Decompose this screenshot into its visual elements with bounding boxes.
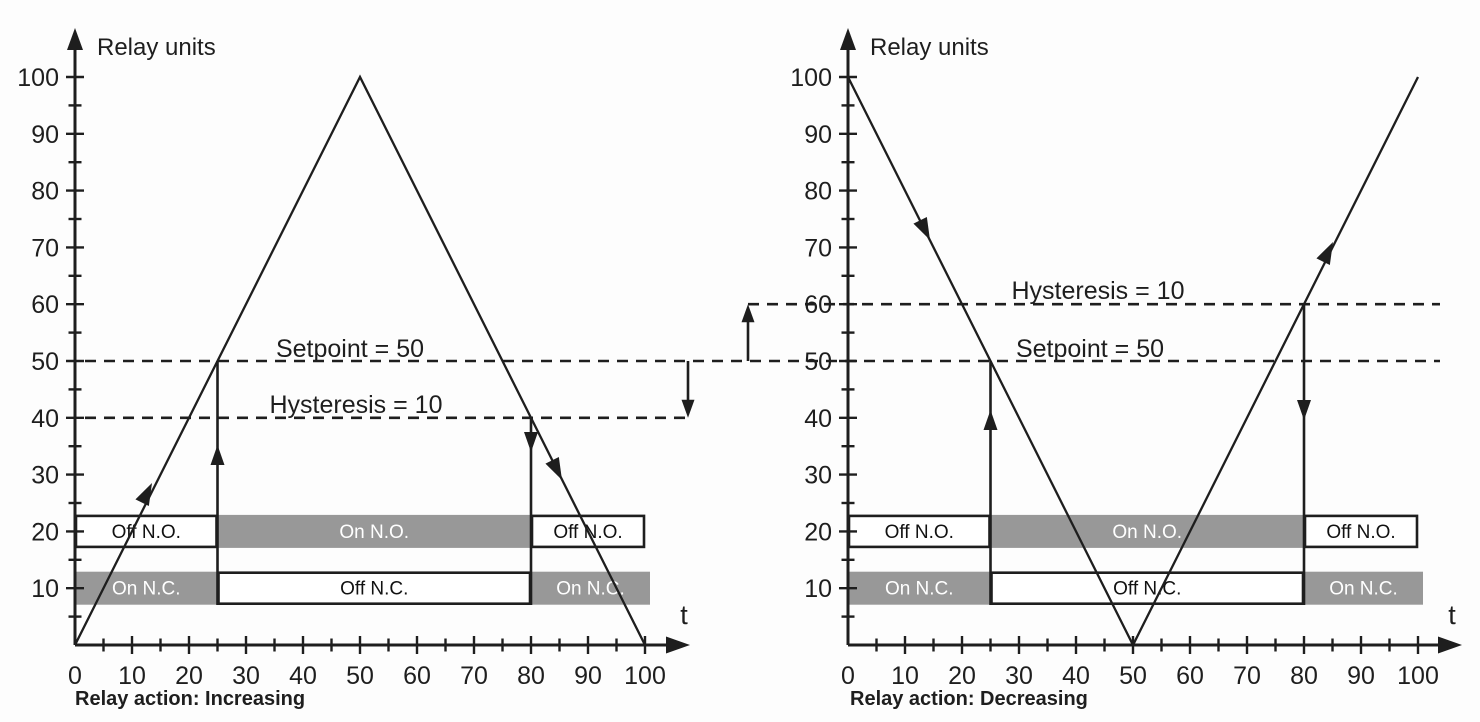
y-axis-title: Relay units: [97, 34, 216, 61]
x-tick-label: 50: [1119, 662, 1147, 690]
y-tick-label: 90: [31, 121, 59, 149]
signal-direction-arrow-icon: [1316, 242, 1333, 266]
y-tick-label: 40: [31, 405, 59, 433]
x-tick-label: 70: [1233, 662, 1261, 690]
signal-line: [846, 76, 1420, 648]
x-tick-label: 70: [460, 662, 488, 690]
relay-band-normally-closed: On N.C. Off N.C. On N.C.: [848, 571, 1423, 606]
x-axis-title: t: [1448, 600, 1456, 630]
x-tick-label: 40: [289, 662, 317, 690]
signal-direction-arrow-icon: [545, 456, 562, 480]
hysteresis-offset-arrows: [681, 304, 755, 418]
relay-band-normally-open: Off N.O. On N.O. Off N.O.: [74, 514, 646, 549]
x-tick-label: 80: [1290, 662, 1318, 690]
y-tick-label: 10: [804, 575, 832, 603]
right-chart: Off N.O. On N.O. Off N.O.On N.C. Off N.C. On…: [748, 28, 1462, 690]
x-axis-arrowhead-icon: [666, 636, 690, 654]
left-annotations: Setpoint = 50 Hysteresis = 10: [270, 335, 443, 419]
band-segment-label: On N.O.: [1112, 522, 1182, 543]
band-segment-on: [217, 514, 531, 548]
right-annotations: Setpoint = 50 Hysteresis = 10: [1012, 277, 1185, 363]
band-segment-on: [1304, 571, 1423, 605]
x-tick-label: 0: [68, 662, 82, 690]
setpoint-label: Setpoint = 50: [276, 335, 424, 363]
y-tick-label: 70: [31, 234, 59, 262]
y-tick-label: 100: [17, 64, 59, 92]
switch-up-arrow-icon: [210, 445, 225, 465]
hysteresis-label: Hysteresis = 10: [1012, 277, 1185, 305]
x-tick-label: 20: [948, 662, 976, 690]
x-axis-title: t: [680, 600, 688, 630]
left-chart-caption: Relay action: Increasing: [75, 688, 306, 710]
offset-up-arrow-icon: [741, 304, 755, 323]
y-tick-label: 70: [804, 234, 832, 262]
y-tick-label: 60: [31, 291, 59, 319]
y-tick-label: 80: [804, 178, 832, 206]
y-axis-arrowhead-icon: [67, 28, 83, 50]
band-segment-label: On N.O.: [339, 522, 409, 543]
band-segment-label: Off N.O.: [1326, 522, 1395, 543]
x-tick-label: 30: [1005, 662, 1033, 690]
y-axis-title: Relay units: [870, 34, 989, 61]
setpoint-label: Setpoint = 50: [1016, 335, 1164, 363]
x-tick-label: 60: [1176, 662, 1204, 690]
y-tick-label: 40: [804, 405, 832, 433]
x-tick-label: 0: [841, 662, 855, 690]
switch-up-arrow-icon: [983, 410, 998, 430]
x-tick-label: 20: [175, 662, 203, 690]
x-tick-label: 10: [891, 662, 919, 690]
offset-down-arrow-icon: [681, 399, 695, 418]
x-tick-label: 100: [1397, 662, 1439, 690]
switch-down-arrow-icon: [1297, 400, 1311, 420]
y-tick-label: 30: [31, 462, 59, 490]
x-tick-label: 90: [574, 662, 602, 690]
band-segment-label: Off N.C.: [340, 579, 408, 600]
signal-line: [73, 74, 647, 646]
y-tick-label: 20: [31, 518, 59, 546]
x-tick-label: 50: [346, 662, 374, 690]
band-segment-on: [531, 571, 650, 605]
hysteresis-label: Hysteresis = 10: [270, 391, 443, 419]
x-tick-label: 90: [1347, 662, 1375, 690]
band-segment-label: Off N.O.: [885, 522, 954, 543]
band-segment-label: On N.C.: [885, 579, 954, 600]
left-chart: Off N.O. On N.O. Off N.O.On N.C. Off N.C. On…: [17, 28, 690, 690]
relay-band-normally-closed: On N.C. Off N.C. On N.C.: [75, 571, 650, 606]
band-segment-label: On N.C.: [1329, 579, 1398, 600]
y-axis-arrowhead-icon: [840, 28, 856, 50]
relay-band-normally-open: Off N.O. On N.O. Off N.O.: [847, 514, 1419, 549]
x-tick-label: 80: [517, 662, 545, 690]
x-tick-label: 60: [403, 662, 431, 690]
band-segment-label: Off N.C.: [1113, 579, 1181, 600]
band-segment-on: [848, 571, 991, 605]
y-tick-label: 90: [804, 121, 832, 149]
switch-down-arrow-icon: [524, 432, 538, 452]
x-tick-label: 40: [1062, 662, 1090, 690]
x-tick-label: 30: [232, 662, 260, 690]
band-segment-label: On N.C.: [556, 579, 625, 600]
x-axis-arrowhead-icon: [1438, 636, 1462, 654]
signal-direction-arrow-icon: [913, 216, 930, 240]
y-tick-label: 50: [31, 348, 59, 376]
band-segment-label: On N.C.: [112, 579, 181, 600]
y-tick-label: 100: [790, 64, 832, 92]
band-segment-label: Off N.O.: [112, 522, 181, 543]
y-tick-label: 30: [804, 462, 832, 490]
x-tick-label: 10: [118, 662, 146, 690]
y-tick-label: 80: [31, 178, 59, 206]
right-chart-caption: Relay action: Decreasing: [850, 688, 1088, 710]
band-segment-on: [990, 514, 1304, 548]
x-tick-label: 100: [624, 662, 666, 690]
y-tick-label: 10: [31, 575, 59, 603]
signal-direction-arrow-icon: [135, 483, 152, 507]
y-tick-label: 20: [804, 518, 832, 546]
axes: 10 20 30 40 50 60 70 80 90 100 0 10 20 30 40 50 60 70 80 90…: [17, 28, 690, 690]
